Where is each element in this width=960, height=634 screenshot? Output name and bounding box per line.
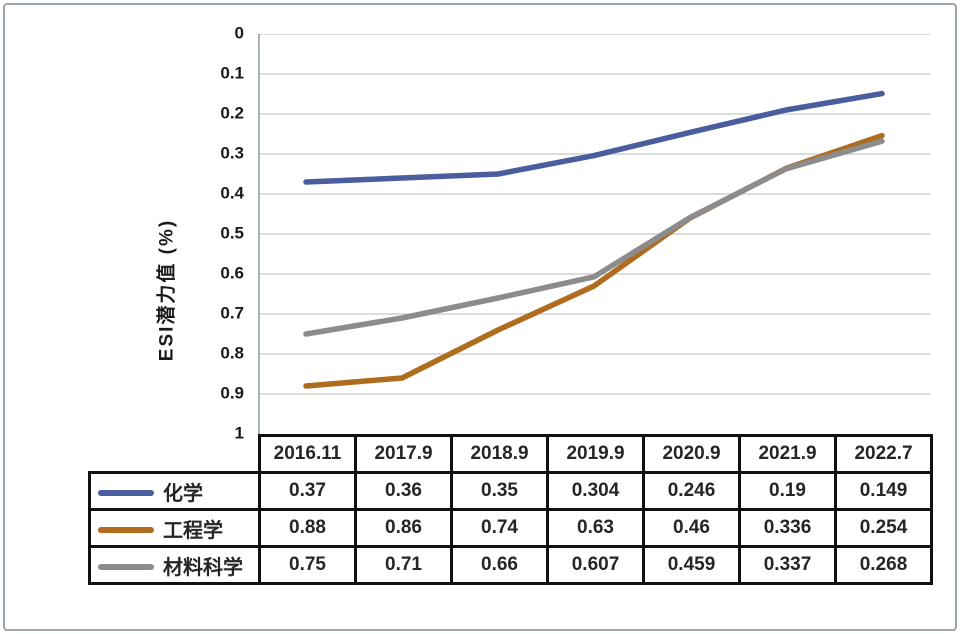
- y-axis-tick-label: 1: [234, 423, 244, 443]
- value-cell: 0.35: [450, 471, 549, 511]
- y-axis-tick-label: 0.5: [220, 223, 244, 243]
- value-cell: 0.337: [738, 545, 837, 585]
- value-cell: 0.268: [834, 545, 933, 585]
- value-cell: 0.336: [738, 508, 837, 548]
- y-axis-tick-label: 0.6: [220, 263, 244, 283]
- table-row: 化学 0.37 0.36 0.35 0.304 0.246 0.19 0.149: [88, 471, 933, 511]
- y-axis-tick-label: 0.2: [220, 103, 244, 123]
- legend-label: 工程学: [163, 519, 223, 542]
- value-cell: 0.304: [546, 471, 645, 511]
- legend-label: 化学: [163, 482, 203, 505]
- y-axis-tick-label: 0.4: [220, 183, 244, 203]
- table-row: 工程学 0.88 0.86 0.74 0.63 0.46 0.336 0.254: [88, 508, 933, 548]
- series-line: [303, 138, 885, 337]
- value-cell: 0.46: [642, 508, 741, 548]
- value-cell: 0.149: [834, 471, 933, 511]
- value-cell: 0.74: [450, 508, 549, 548]
- value-cell: 0.36: [354, 471, 453, 511]
- value-cell: 0.63: [546, 508, 645, 548]
- legend-label: 材料科学: [163, 556, 243, 579]
- value-cell: 0.19: [738, 471, 837, 511]
- year-header-cell: 2021.9: [738, 434, 837, 474]
- y-axis-tick-label: 0.9: [220, 383, 244, 403]
- y-axis-tick-label: 0.8: [220, 343, 244, 363]
- year-header-cell: 2020.9: [642, 434, 741, 474]
- value-cell: 0.607: [546, 545, 645, 585]
- value-cell: 0.75: [258, 545, 357, 585]
- table-corner-spacer: [90, 436, 260, 473]
- series-line: [303, 132, 885, 389]
- value-cell: 0.86: [354, 508, 453, 548]
- year-header-cell: 2016.11: [258, 434, 357, 474]
- year-header-cell: 2022.7: [834, 434, 933, 474]
- table-header-row: 2016.11 2017.9 2018.9 2019.9 2020.9 2021…: [90, 434, 933, 474]
- value-cell: 0.254: [834, 508, 933, 548]
- legend-line-swatch: [98, 489, 154, 496]
- legend-line-swatch: [98, 563, 154, 570]
- legend-cell-chemistry: 化学: [88, 471, 261, 511]
- year-header-cell: 2018.9: [450, 434, 549, 474]
- y-axis-ticks: 0 0.1 0.2 0.3 0.4 0.5 0.6 0.7 0.8 0.9 1: [0, 0, 250, 634]
- legend-line-swatch: [98, 526, 154, 533]
- legend-cell-materials: 材料科学: [88, 545, 261, 585]
- value-cell: 0.37: [258, 471, 357, 511]
- legend-cell-engineering: 工程学: [88, 508, 261, 548]
- value-cell: 0.459: [642, 545, 741, 585]
- series-line: [303, 90, 885, 185]
- y-axis-tick-label: 0.7: [220, 303, 244, 323]
- value-cell: 0.71: [354, 545, 453, 585]
- year-header-cell: 2019.9: [546, 434, 645, 474]
- data-table: 2016.11 2017.9 2018.9 2019.9 2020.9 2021…: [88, 434, 933, 585]
- value-cell: 0.246: [642, 471, 741, 511]
- table-row: 材料科学 0.75 0.71 0.66 0.607 0.459 0.337 0.…: [88, 545, 933, 585]
- value-cell: 0.66: [450, 545, 549, 585]
- value-cell: 0.88: [258, 508, 357, 548]
- y-axis-tick-label: 0.3: [220, 143, 244, 163]
- plot-area: [258, 34, 930, 434]
- y-axis-tick-label: 0: [234, 23, 244, 43]
- y-axis-tick-label: 0.1: [220, 63, 244, 83]
- year-header-cell: 2017.9: [354, 434, 453, 474]
